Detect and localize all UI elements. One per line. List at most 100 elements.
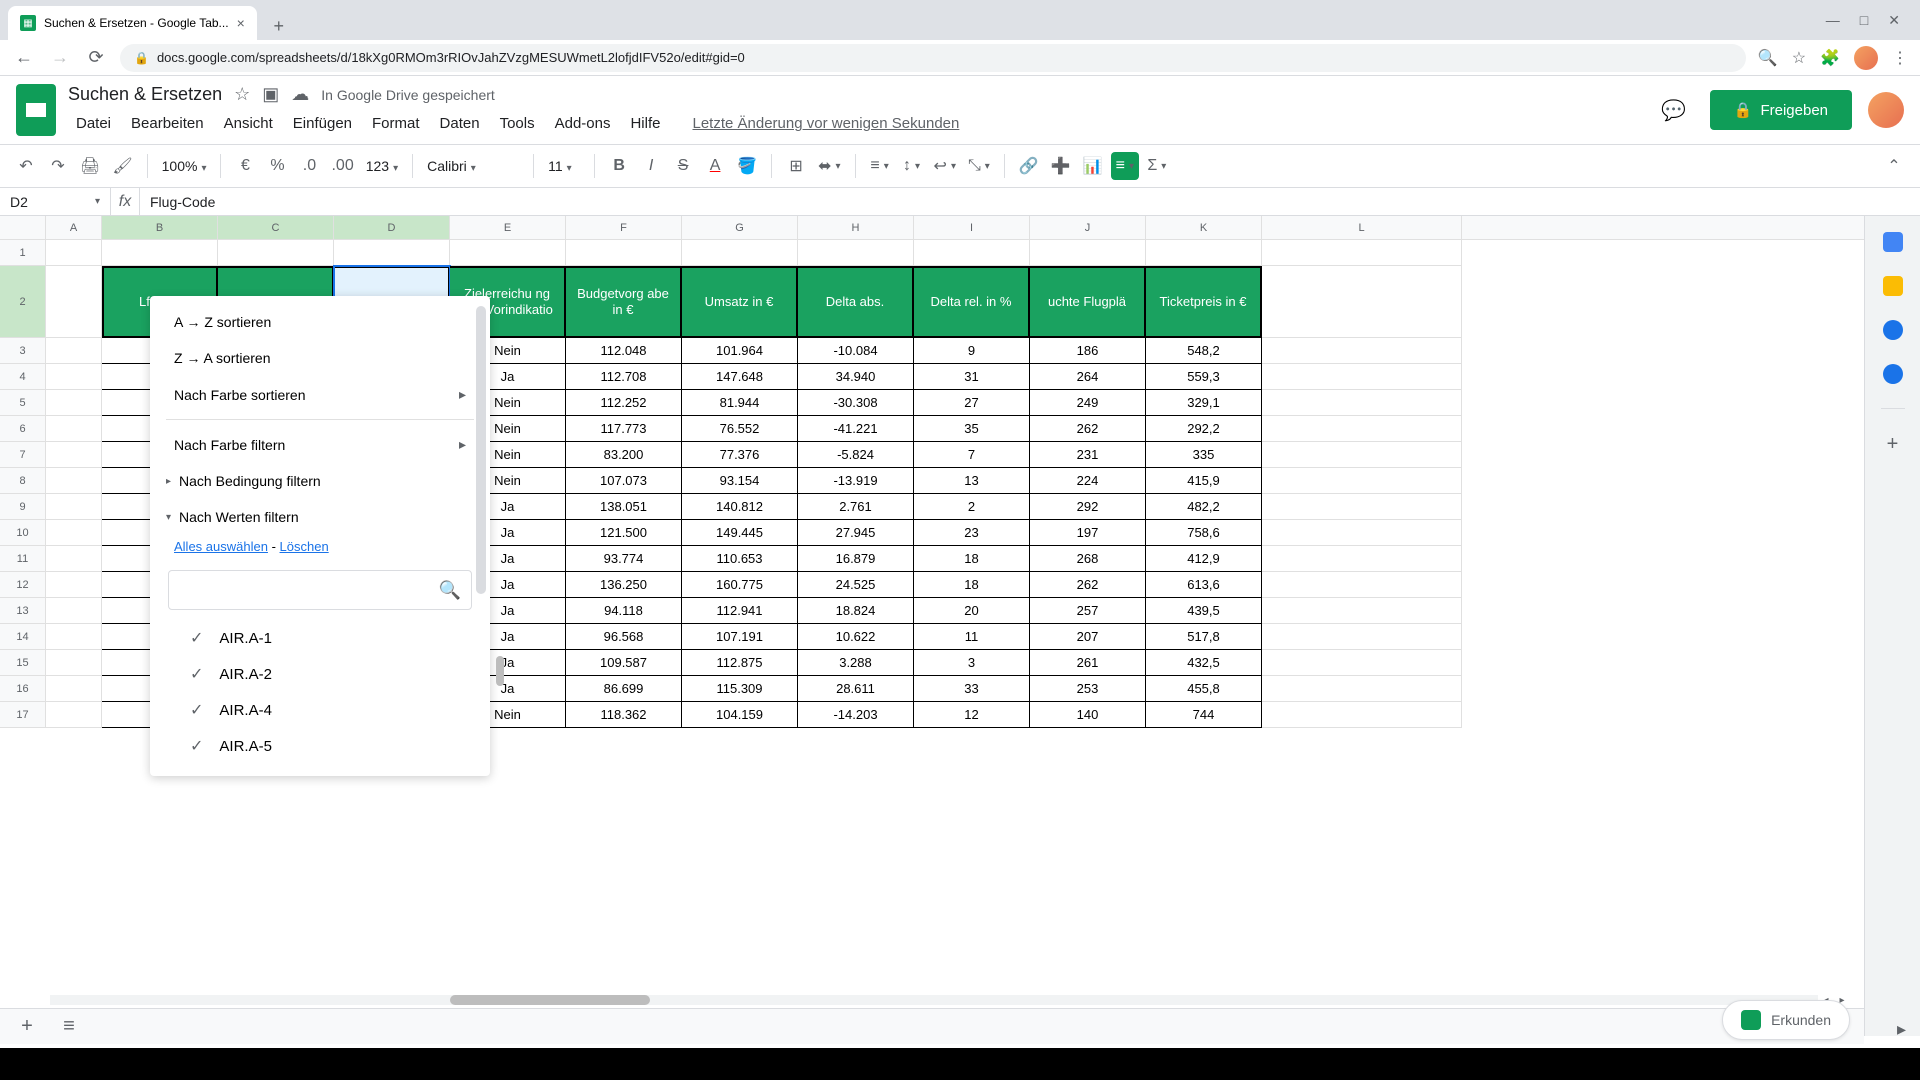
column-header-K[interactable]: K: [1146, 216, 1262, 239]
row-header[interactable]: 17: [0, 702, 46, 728]
menu-addons[interactable]: Add-ons: [547, 111, 619, 136]
table-header[interactable]: Delta rel. in %: [914, 266, 1030, 338]
row-header[interactable]: 1: [0, 240, 46, 266]
account-avatar-icon[interactable]: [1868, 92, 1904, 128]
cell[interactable]: [1262, 702, 1462, 728]
row-header[interactable]: 2: [0, 266, 46, 338]
cell[interactable]: 268: [1030, 546, 1146, 572]
chart-icon[interactable]: 📊: [1079, 152, 1107, 180]
increase-decimal-icon[interactable]: .00: [327, 152, 357, 180]
cell[interactable]: [1030, 240, 1146, 266]
cell[interactable]: 16.879: [798, 546, 914, 572]
cell[interactable]: 160.775: [682, 572, 798, 598]
collapse-toolbar-icon[interactable]: ⌃: [1880, 152, 1908, 180]
sort-by-color-item[interactable]: Nach Farbe sortieren: [150, 376, 490, 413]
cell[interactable]: [1262, 240, 1462, 266]
cell[interactable]: [1262, 266, 1462, 338]
strikethrough-icon[interactable]: S: [669, 152, 697, 180]
cell[interactable]: [46, 390, 102, 416]
cell[interactable]: [334, 240, 450, 266]
cell[interactable]: 415,9: [1146, 468, 1262, 494]
search-icon[interactable]: 🔍: [439, 580, 461, 601]
cell[interactable]: 138.051: [566, 494, 682, 520]
cell[interactable]: 140.812: [682, 494, 798, 520]
cell[interactable]: 548,2: [1146, 338, 1262, 364]
menu-einfuegen[interactable]: Einfügen: [285, 111, 360, 136]
cell[interactable]: [46, 572, 102, 598]
add-addon-icon[interactable]: +: [1887, 433, 1899, 456]
comments-icon[interactable]: 💬: [1654, 90, 1694, 130]
cell[interactable]: 559,3: [1146, 364, 1262, 390]
filter-by-condition-item[interactable]: ▸ Nach Bedingung filtern: [150, 463, 490, 499]
profile-avatar-icon[interactable]: [1854, 46, 1878, 70]
row-header[interactable]: 13: [0, 598, 46, 624]
cell[interactable]: 77.376: [682, 442, 798, 468]
column-header-G[interactable]: G: [682, 216, 798, 239]
cell[interactable]: 207: [1030, 624, 1146, 650]
column-header-B[interactable]: B: [102, 216, 218, 239]
filter-value-item[interactable]: ✓AIR.A-4: [150, 692, 490, 728]
table-header[interactable]: Budgetvorg abe in €: [566, 266, 682, 338]
cell[interactable]: 12: [914, 702, 1030, 728]
cell[interactable]: 2: [914, 494, 1030, 520]
new-tab-button[interactable]: +: [265, 12, 293, 40]
filter-value-item[interactable]: ✓AIR.A-5: [150, 728, 490, 764]
cell[interactable]: [46, 416, 102, 442]
cell[interactable]: [46, 598, 102, 624]
rotate-icon[interactable]: ⤡: [964, 152, 994, 180]
add-sheet-icon[interactable]: +: [12, 1012, 42, 1042]
row-header[interactable]: 16: [0, 676, 46, 702]
menu-tools[interactable]: Tools: [492, 111, 543, 136]
cell[interactable]: 118.362: [566, 702, 682, 728]
cell[interactable]: -41.221: [798, 416, 914, 442]
number-format-select[interactable]: 123: [362, 158, 402, 174]
row-header[interactable]: 9: [0, 494, 46, 520]
cell[interactable]: 3.288: [798, 650, 914, 676]
cell[interactable]: 140: [1030, 702, 1146, 728]
last-edit-link[interactable]: Letzte Änderung vor wenigen Sekunden: [684, 111, 967, 136]
horizontal-scrollbar[interactable]: ◂ ▸: [50, 994, 1850, 1006]
row-header[interactable]: 8: [0, 468, 46, 494]
cell[interactable]: 261: [1030, 650, 1146, 676]
filter-by-color-item[interactable]: Nach Farbe filtern: [150, 426, 490, 463]
menu-bearbeiten[interactable]: Bearbeiten: [123, 111, 212, 136]
cell[interactable]: [1262, 338, 1462, 364]
forward-icon[interactable]: →: [48, 46, 72, 70]
cell[interactable]: 335: [1146, 442, 1262, 468]
extensions-icon[interactable]: 🧩: [1820, 48, 1840, 68]
cell[interactable]: [1262, 572, 1462, 598]
cell[interactable]: [46, 442, 102, 468]
cell[interactable]: 3: [914, 650, 1030, 676]
fill-color-icon[interactable]: 🪣: [733, 152, 761, 180]
merge-icon[interactable]: ⬌: [814, 152, 844, 180]
filter-value-item[interactable]: ✓AIR.A-1: [150, 620, 490, 656]
cell[interactable]: [1146, 240, 1262, 266]
cell[interactable]: 112.708: [566, 364, 682, 390]
cell[interactable]: [914, 240, 1030, 266]
filter-icon[interactable]: ≡: [1111, 152, 1139, 180]
move-icon[interactable]: ▣: [262, 84, 279, 105]
font-size-select[interactable]: 11: [544, 158, 584, 174]
cell[interactable]: [1262, 364, 1462, 390]
column-header-C[interactable]: C: [218, 216, 334, 239]
cell[interactable]: 439,5: [1146, 598, 1262, 624]
row-header[interactable]: 14: [0, 624, 46, 650]
cell[interactable]: 109.587: [566, 650, 682, 676]
cell[interactable]: 121.500: [566, 520, 682, 546]
cell[interactable]: [46, 624, 102, 650]
cell[interactable]: 264: [1030, 364, 1146, 390]
column-header-F[interactable]: F: [566, 216, 682, 239]
table-header[interactable]: Umsatz in €: [682, 266, 798, 338]
sort-za-item[interactable]: Z → A sortieren: [150, 340, 490, 376]
cell[interactable]: 86.699: [566, 676, 682, 702]
cell[interactable]: 104.159: [682, 702, 798, 728]
cell[interactable]: 197: [1030, 520, 1146, 546]
star-icon[interactable]: ☆: [234, 84, 250, 105]
hide-side-panel-icon[interactable]: ▸: [1897, 1019, 1906, 1040]
cell[interactable]: [682, 240, 798, 266]
link-icon[interactable]: 🔗: [1015, 152, 1043, 180]
reload-icon[interactable]: ⟳: [84, 46, 108, 70]
cell[interactable]: -14.203: [798, 702, 914, 728]
cell[interactable]: 112.048: [566, 338, 682, 364]
close-tab-icon[interactable]: ×: [237, 15, 245, 31]
